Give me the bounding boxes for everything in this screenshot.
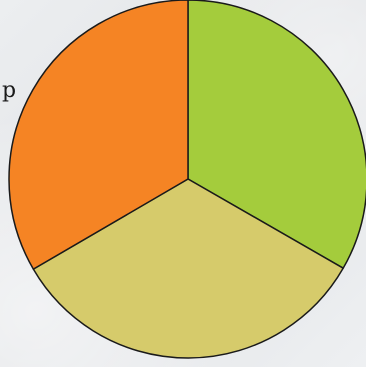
pie-slice-1: [187, 0, 366, 269]
pie-slice-3: [8, 0, 189, 270]
partial-label-text: p: [2, 78, 17, 103]
pie-slices: [8, 0, 366, 359]
pie-slice-2: [32, 178, 344, 359]
